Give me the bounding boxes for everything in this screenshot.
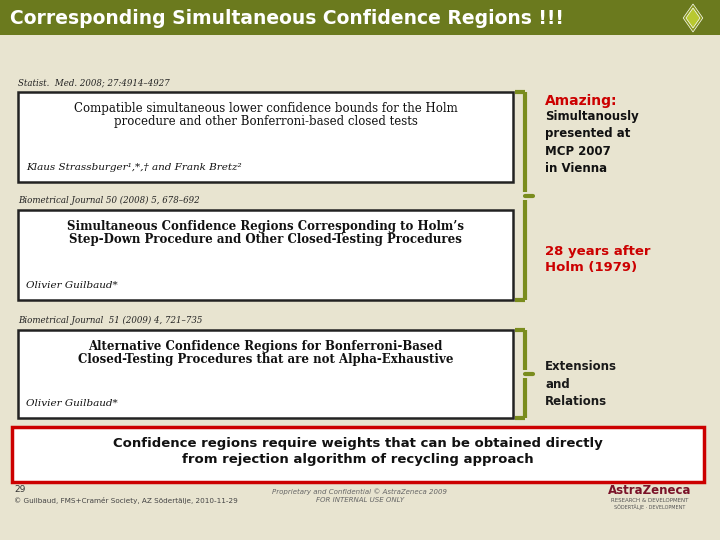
FancyBboxPatch shape <box>18 330 513 418</box>
Text: Olivier Guilbaud*: Olivier Guilbaud* <box>26 399 118 408</box>
Text: Confidence regions require weights that can be obtained directly: Confidence regions require weights that … <box>113 437 603 450</box>
Text: Corresponding Simultaneous Confidence Regions !!!: Corresponding Simultaneous Confidence Re… <box>10 9 564 28</box>
Text: Compatible simultaneous lower confidence bounds for the Holm: Compatible simultaneous lower confidence… <box>73 102 457 115</box>
Text: Step-Down Procedure and Other Closed-Testing Procedures: Step-Down Procedure and Other Closed-Tes… <box>69 233 462 246</box>
Text: AstraZeneca: AstraZeneca <box>608 483 692 496</box>
Text: Biometrical Journal  51 (2009) 4, 721–735: Biometrical Journal 51 (2009) 4, 721–735 <box>18 316 202 325</box>
Text: Simultaneous Confidence Regions Corresponding to Holm’s: Simultaneous Confidence Regions Correspo… <box>67 220 464 233</box>
Text: Alternative Confidence Regions for Bonferroni-Based: Alternative Confidence Regions for Bonfe… <box>89 340 443 353</box>
Text: © Guilbaud, FMS+Cramér Society, AZ Södertälje, 2010-11-29: © Guilbaud, FMS+Cramér Society, AZ Söder… <box>14 496 238 503</box>
Text: RESEARCH & DEVELOPMENT: RESEARCH & DEVELOPMENT <box>611 497 689 503</box>
Text: Amazing:: Amazing: <box>545 94 618 108</box>
Text: Biometrical Journal 50 (2008) 5, 678–692: Biometrical Journal 50 (2008) 5, 678–692 <box>18 196 199 205</box>
Text: Simultanously
presented at
MCP 2007
in Vienna: Simultanously presented at MCP 2007 in V… <box>545 110 639 176</box>
Text: Klaus Strassburger¹,*,† and Frank Bretz²: Klaus Strassburger¹,*,† and Frank Bretz² <box>26 163 242 172</box>
Polygon shape <box>686 8 700 28</box>
FancyBboxPatch shape <box>18 92 513 182</box>
Text: Extensions
and
Relations: Extensions and Relations <box>545 360 617 408</box>
Text: Olivier Guilbaud*: Olivier Guilbaud* <box>26 281 118 290</box>
Text: 29: 29 <box>14 485 25 495</box>
Text: SÖDERTÄLJE · DEVELOPMENT: SÖDERTÄLJE · DEVELOPMENT <box>614 504 685 510</box>
Text: procedure and other Bonferroni-based closed tests: procedure and other Bonferroni-based clo… <box>114 115 418 128</box>
Text: from rejection algorithm of recycling approach: from rejection algorithm of recycling ap… <box>182 453 534 466</box>
Text: 28 years after
Holm (1979): 28 years after Holm (1979) <box>545 245 650 274</box>
Text: Closed-Testing Procedures that are not Alpha-Exhaustive: Closed-Testing Procedures that are not A… <box>78 353 454 366</box>
Text: Statist.  Med. 2008; 27:4914–4927: Statist. Med. 2008; 27:4914–4927 <box>18 78 170 87</box>
Text: FOR INTERNAL USE ONLY: FOR INTERNAL USE ONLY <box>316 497 404 503</box>
Polygon shape <box>683 4 703 32</box>
FancyBboxPatch shape <box>0 0 720 35</box>
Polygon shape <box>688 482 696 494</box>
FancyBboxPatch shape <box>12 427 704 482</box>
Text: Proprietary and Confidential © AstraZeneca 2009: Proprietary and Confidential © AstraZene… <box>272 489 448 495</box>
FancyBboxPatch shape <box>18 210 513 300</box>
